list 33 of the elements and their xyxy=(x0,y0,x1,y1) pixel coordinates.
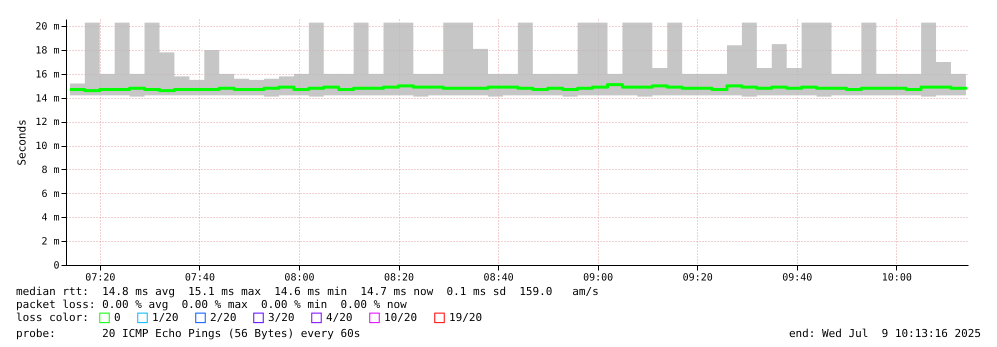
y-tick-label: 18 m xyxy=(35,46,60,57)
y-tick-label: 14 m xyxy=(35,93,60,104)
text: packet loss: 0.00 % avg 0.00 % max 0.00 % min 0.00 % now xyxy=(16,298,407,311)
legend-title: loss color: xyxy=(16,311,89,324)
legend-label: 3/20 xyxy=(268,310,294,324)
x-tick-label: 07:40 xyxy=(184,272,215,284)
text: median rtt: 14.8 ms avg 15.1 ms max 14.6 ms min 14.7 ms now 0.1 ms sd 159.0 am/s xyxy=(16,285,599,298)
x-tick-label: 10:00 xyxy=(882,272,912,284)
x-tick-label: 09:40 xyxy=(782,272,812,284)
y-tick-label: 2 m xyxy=(41,236,60,248)
legend-label: 0 xyxy=(114,310,121,324)
legend-label: 10/20 xyxy=(384,310,418,324)
x-tick-label: 08:20 xyxy=(384,272,414,284)
y-tick-label: 6 m xyxy=(41,188,60,200)
x-tick-label: 09:00 xyxy=(583,272,614,284)
y-tick-label: 8 m xyxy=(41,164,60,176)
x-tick-label: 09:20 xyxy=(682,272,713,284)
x-tick-label: 08:40 xyxy=(484,272,514,284)
x-tick-label: 07:20 xyxy=(85,272,116,284)
legend-label: 4/20 xyxy=(326,310,352,324)
y-tick-label: 20 m xyxy=(35,22,60,33)
legend-label: 1/20 xyxy=(152,310,178,324)
legend-label: 2/20 xyxy=(210,310,236,324)
text: end: Wed Jul 9 10:13:16 2025 xyxy=(788,327,981,340)
y-tick-label: 0 xyxy=(53,260,60,272)
y-tick-label: 16 m xyxy=(35,69,60,80)
text: probe: 20 ICMP Echo Pings (56 Bytes) every 60s xyxy=(16,327,360,340)
x-tick-label: 08:00 xyxy=(284,272,315,284)
legend-label: 19/20 xyxy=(449,310,482,324)
y-tick-label: 10 m xyxy=(35,141,60,152)
y-tick-label: 12 m xyxy=(35,117,60,128)
y-axis-title: Seconds xyxy=(15,119,28,166)
y-tick-label: 4 m xyxy=(41,212,60,224)
